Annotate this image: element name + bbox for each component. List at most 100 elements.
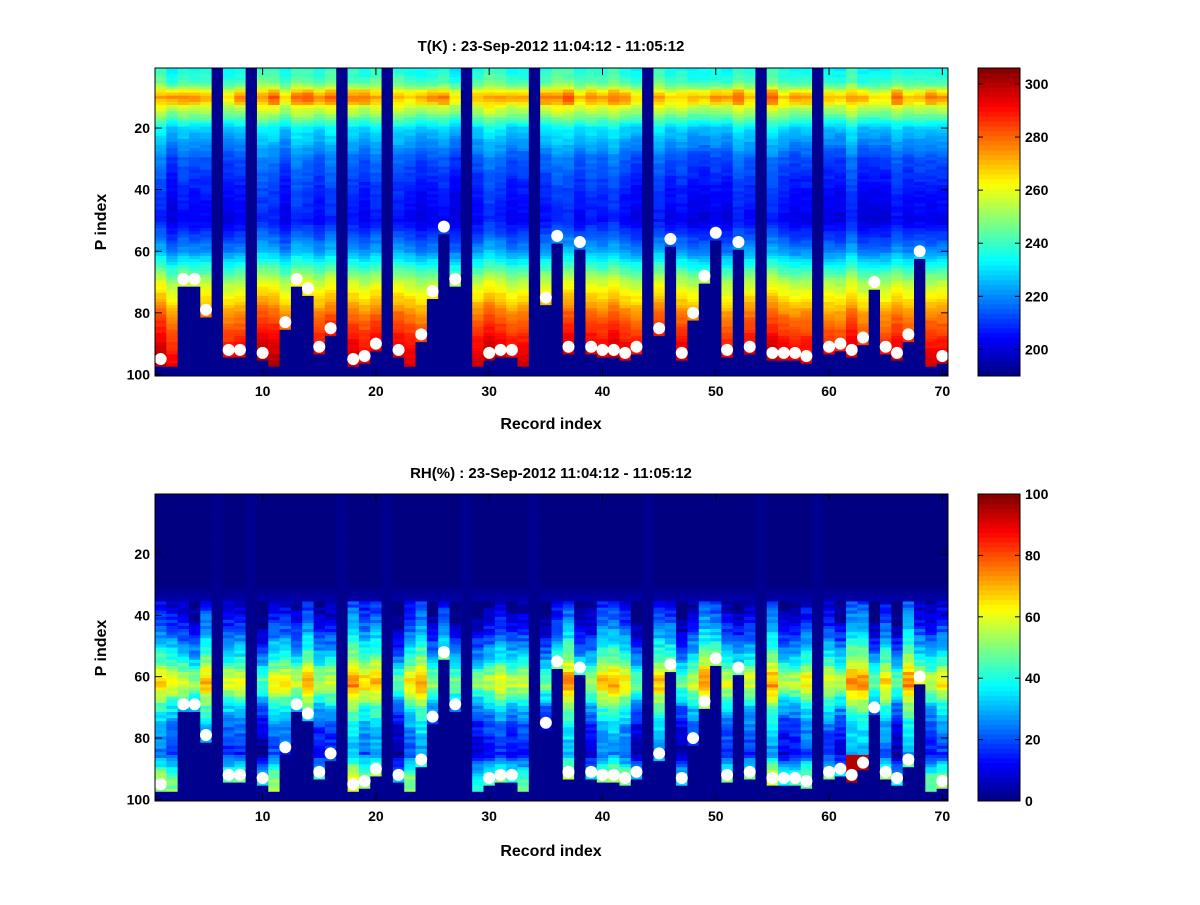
heatmap-cell — [596, 302, 609, 306]
heatmap-cell — [245, 268, 258, 272]
heatmap-cell — [460, 237, 473, 241]
heatmap-cell — [664, 123, 677, 127]
heatmap-cell — [676, 135, 688, 140]
heatmap-cell — [676, 74, 688, 78]
heatmap-cell — [506, 132, 518, 137]
heatmap-cell — [472, 335, 484, 340]
heatmap-cell — [710, 255, 722, 260]
heatmap-cell — [449, 305, 462, 309]
heatmap-cell — [313, 252, 326, 257]
heatmap-cell — [313, 126, 326, 130]
heatmap-cell — [664, 323, 677, 328]
heatmap-cell — [494, 188, 507, 192]
heatmap-cell — [336, 271, 348, 275]
heatmap-cell — [710, 320, 722, 325]
heatmap-cell — [392, 237, 405, 241]
heatmap-cell — [608, 104, 620, 109]
heatmap-cell — [687, 246, 700, 251]
heatmap-cell — [370, 151, 382, 155]
heatmap-cell — [676, 305, 688, 309]
heatmap-cell — [155, 74, 167, 78]
heatmap-cell — [279, 240, 292, 244]
heatmap-cell — [449, 108, 462, 112]
heatmap-cell — [438, 357, 450, 361]
heatmap-cell — [426, 203, 439, 207]
heatmap-cell — [574, 185, 586, 189]
heatmap-cell — [370, 299, 382, 303]
heatmap-cell — [540, 71, 552, 75]
heatmap-cell — [404, 354, 416, 358]
heatmap-cell — [619, 92, 632, 97]
heatmap-cell — [404, 323, 416, 328]
heatmap-cell — [268, 101, 281, 106]
heatmap-cell — [472, 206, 484, 211]
heatmap-cell — [596, 268, 609, 272]
heatmap-cell — [245, 188, 258, 192]
heatmap-cell — [460, 274, 473, 278]
heatmap-cell — [585, 166, 598, 171]
heatmap-cell — [336, 274, 348, 278]
heatmap-cell — [313, 228, 326, 232]
heatmap-cell — [551, 369, 564, 374]
heatmap-cell — [438, 320, 450, 325]
heatmap-cell — [347, 369, 360, 374]
heatmap-cell — [415, 138, 428, 143]
heatmap-cell — [200, 345, 213, 349]
heatmap-cell — [279, 89, 292, 94]
heatmap-cell — [426, 194, 439, 198]
heatmap-cell — [336, 209, 348, 214]
heatmap-cell — [619, 280, 632, 284]
heatmap-cell — [449, 123, 462, 127]
heatmap-cell — [370, 111, 382, 115]
heatmap-cell — [540, 181, 552, 186]
heatmap-cell — [279, 80, 292, 84]
heatmap-cell — [336, 369, 348, 374]
heatmap-cell — [155, 197, 167, 201]
heatmap-cell — [642, 299, 654, 303]
heatmap-cell — [234, 234, 247, 238]
heatmap-cell — [426, 314, 439, 318]
heatmap-cell — [460, 348, 473, 352]
heatmap-cell — [256, 268, 269, 272]
heatmap-cell — [324, 89, 337, 94]
heatmap-cell — [358, 206, 371, 211]
heatmap-cell — [381, 108, 394, 112]
heatmap-cell — [347, 74, 360, 78]
heatmap-cell — [245, 132, 258, 137]
heatmap-cell — [211, 326, 224, 331]
heatmap-cell — [596, 172, 609, 177]
heatmap-cell — [630, 286, 643, 291]
heatmap-cell — [438, 231, 450, 235]
heatmap-cell — [653, 206, 666, 211]
heatmap-cell — [313, 200, 326, 204]
heatmap-cell — [460, 203, 473, 207]
heatmap-cell — [619, 86, 632, 90]
heatmap-cell — [449, 178, 462, 183]
heatmap-cell — [528, 117, 541, 121]
heatmap-cell — [687, 98, 700, 103]
heatmap-cell — [245, 181, 258, 186]
heatmap-cell — [358, 369, 371, 374]
heatmap-cell — [562, 335, 575, 340]
heatmap-cell — [200, 89, 213, 94]
heatmap-cell — [460, 308, 473, 312]
heatmap-cell — [313, 178, 326, 183]
heatmap-cell — [449, 194, 462, 198]
heatmap-cell — [472, 80, 484, 84]
heatmap-cell — [381, 200, 394, 204]
heatmap-cell — [324, 252, 337, 257]
heatmap-cell — [517, 357, 530, 361]
heatmap-cell — [460, 234, 473, 238]
heatmap-cell — [404, 243, 416, 248]
heatmap-cell — [676, 126, 688, 130]
heatmap-cell — [324, 280, 337, 284]
heatmap-cell — [630, 154, 643, 158]
heatmap-cell — [608, 163, 620, 167]
heatmap-cell — [211, 246, 224, 251]
heatmap-cell — [642, 218, 654, 223]
heatmap-cell — [574, 111, 586, 115]
heatmap-cell — [324, 108, 337, 112]
heatmap-cell — [472, 135, 484, 140]
heatmap-cell — [177, 129, 190, 134]
heatmap-cell — [336, 243, 348, 248]
